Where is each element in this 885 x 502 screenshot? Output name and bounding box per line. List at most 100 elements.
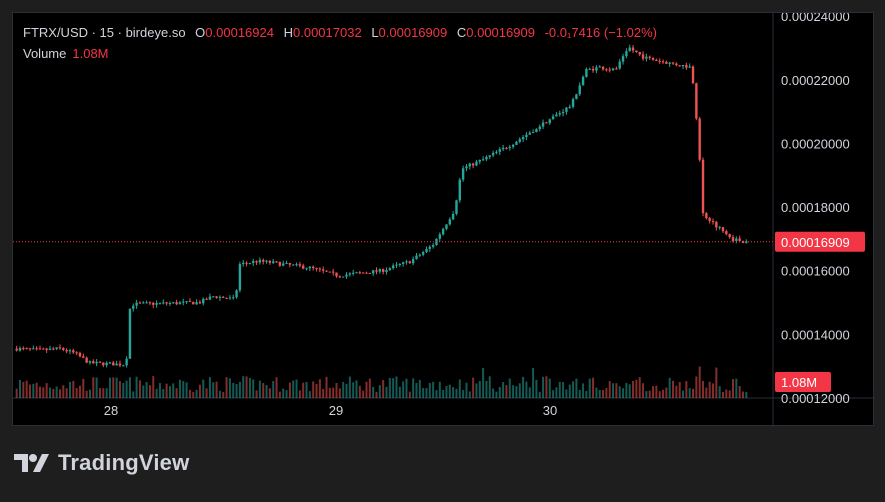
candle-body bbox=[588, 68, 591, 70]
volume-bar bbox=[678, 382, 681, 398]
volume-bar bbox=[258, 380, 261, 398]
volume-bar bbox=[728, 390, 731, 398]
candle-body bbox=[182, 301, 185, 303]
chart-frame[interactable]: 0.00024000 0.00022000 0.00020000 0.00018000… bbox=[12, 12, 875, 427]
volume-bar bbox=[552, 390, 555, 398]
volume-bar bbox=[592, 377, 595, 398]
candle-body bbox=[561, 111, 565, 114]
candle-body bbox=[625, 51, 628, 57]
candle-body bbox=[68, 350, 72, 352]
candle-body bbox=[118, 363, 122, 366]
volume-bar bbox=[378, 385, 381, 398]
candle-body bbox=[178, 302, 182, 305]
candle-body bbox=[468, 163, 471, 167]
candle-body bbox=[741, 240, 745, 243]
volume-bar bbox=[88, 389, 91, 398]
candle-body bbox=[65, 349, 68, 352]
volume-bar bbox=[25, 380, 28, 398]
volume-bar bbox=[735, 378, 738, 398]
volume-bar bbox=[202, 379, 205, 398]
candlestick-chart[interactable]: 0.00024000 0.00022000 0.00020000 0.00018000… bbox=[13, 13, 875, 427]
candle-body bbox=[172, 302, 175, 304]
volume-bar bbox=[452, 387, 455, 398]
price-tick-label: 0.00024000 bbox=[781, 13, 850, 24]
low-value: 0.00016909 bbox=[378, 25, 448, 40]
candle-body bbox=[335, 272, 338, 277]
candle-body bbox=[555, 114, 558, 117]
candle-body bbox=[475, 161, 478, 166]
volume-tag-label: 1.08M bbox=[781, 375, 817, 390]
volume-bar bbox=[235, 384, 238, 398]
volume-bar bbox=[732, 379, 735, 398]
volume-bar bbox=[418, 379, 421, 398]
volume-bar bbox=[598, 390, 601, 398]
volume-bar bbox=[362, 390, 365, 398]
candle-body bbox=[411, 259, 415, 264]
volume-bar bbox=[188, 389, 191, 398]
volume-bar bbox=[255, 390, 258, 398]
candle-body bbox=[465, 166, 468, 169]
candle-body bbox=[235, 290, 238, 298]
candle-body bbox=[545, 122, 548, 124]
candle-body bbox=[425, 248, 428, 253]
candle-body bbox=[728, 234, 731, 238]
volume-bar bbox=[102, 388, 105, 398]
candle-body bbox=[471, 163, 475, 166]
candle-body bbox=[538, 126, 541, 130]
candle-body bbox=[401, 262, 405, 265]
candle-body bbox=[238, 263, 242, 291]
volume-bar bbox=[312, 381, 315, 398]
price-tick-label: 0.00022000 bbox=[781, 73, 850, 88]
open-value: 0.00016924 bbox=[205, 25, 274, 40]
volume-bar bbox=[712, 383, 715, 398]
candle-body bbox=[128, 308, 132, 359]
candle-body bbox=[165, 302, 168, 304]
volume-bar bbox=[335, 383, 338, 398]
volume-bar bbox=[612, 383, 615, 398]
volume-bar bbox=[218, 390, 221, 398]
volume-bar bbox=[562, 382, 565, 398]
volume-bar bbox=[348, 376, 351, 398]
volume-bar bbox=[38, 386, 41, 398]
candle-body bbox=[515, 141, 518, 145]
volume-bar bbox=[278, 391, 281, 398]
candle-body bbox=[311, 266, 315, 269]
candle-body bbox=[581, 76, 585, 86]
candle-body bbox=[135, 302, 138, 306]
candle-body bbox=[305, 268, 308, 270]
volume-bar bbox=[205, 388, 208, 398]
volume-bar bbox=[665, 387, 668, 398]
volume-bar bbox=[232, 382, 235, 398]
volume-tag bbox=[775, 372, 831, 392]
tradingview-logo[interactable]: TradingView bbox=[14, 450, 189, 476]
candle-body bbox=[25, 348, 28, 350]
candle-body bbox=[28, 348, 32, 350]
volume-bar bbox=[538, 391, 541, 398]
candle-body bbox=[431, 245, 435, 247]
volume-bar bbox=[478, 381, 481, 398]
candle-body bbox=[591, 68, 595, 71]
symbol-label: FTRX/USD · 15 · birdeye.so bbox=[23, 25, 186, 40]
volume-bar bbox=[318, 379, 321, 398]
volume-bar bbox=[48, 387, 51, 398]
volume-bar bbox=[82, 378, 85, 398]
candle-body bbox=[681, 65, 685, 67]
candle-body bbox=[691, 66, 695, 84]
candle-body bbox=[688, 66, 691, 68]
volume-bar bbox=[85, 390, 88, 398]
volume-bar bbox=[675, 385, 678, 398]
volume-bar bbox=[158, 383, 161, 398]
volume-bar bbox=[738, 386, 741, 398]
volume-bar bbox=[275, 377, 278, 398]
candle-body bbox=[701, 159, 705, 214]
time-tick-label: 28 bbox=[104, 403, 118, 418]
volume-bar bbox=[442, 389, 445, 398]
candle-body bbox=[721, 227, 725, 232]
volume-bar bbox=[92, 377, 95, 398]
candle-body bbox=[598, 66, 601, 68]
volume-bar bbox=[388, 377, 391, 398]
candle-body bbox=[725, 231, 728, 235]
candle-body bbox=[551, 116, 555, 120]
candle-body bbox=[85, 357, 88, 363]
candle-body bbox=[615, 68, 618, 70]
